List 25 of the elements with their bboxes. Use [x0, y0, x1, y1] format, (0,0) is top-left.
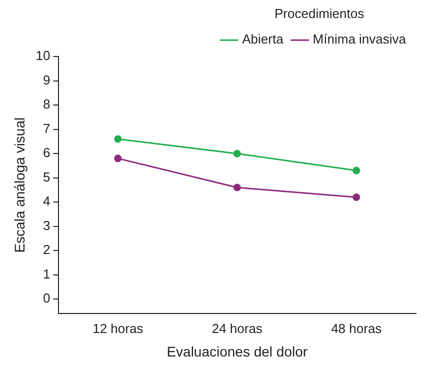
- y-axis-title: Escala análoga visual: [11, 117, 28, 253]
- legend-label: Abierta: [242, 32, 284, 47]
- x-tick-label: 12 horas: [92, 320, 144, 336]
- y-tick-label: 1: [43, 266, 50, 282]
- x-tick-label: 48 horas: [331, 320, 382, 336]
- y-tick-label: 8: [43, 96, 50, 112]
- x-tick-label: 24 horas: [212, 320, 263, 336]
- y-tick-label: 7: [43, 120, 50, 136]
- point: [114, 154, 122, 162]
- legend-title: Procedimientos: [274, 6, 365, 22]
- point: [114, 135, 122, 143]
- point: [233, 150, 241, 158]
- y-tick-label: 0: [43, 290, 50, 306]
- y-tick-label: 10: [36, 48, 50, 64]
- y-tick-label: 9: [43, 72, 50, 88]
- y-tick-label: 3: [43, 218, 50, 233]
- y-tick-label: 4: [43, 194, 50, 209]
- point: [352, 193, 360, 201]
- point: [233, 184, 241, 192]
- y-tick-label: 5: [43, 169, 50, 184]
- point: [352, 166, 360, 174]
- y-tick-label: 6: [43, 145, 50, 160]
- y-tick-label: 2: [43, 242, 50, 258]
- legend-label: Mínima invasiva: [312, 32, 407, 47]
- x-axis-title: Evaluaciones del dolor: [166, 343, 308, 360]
